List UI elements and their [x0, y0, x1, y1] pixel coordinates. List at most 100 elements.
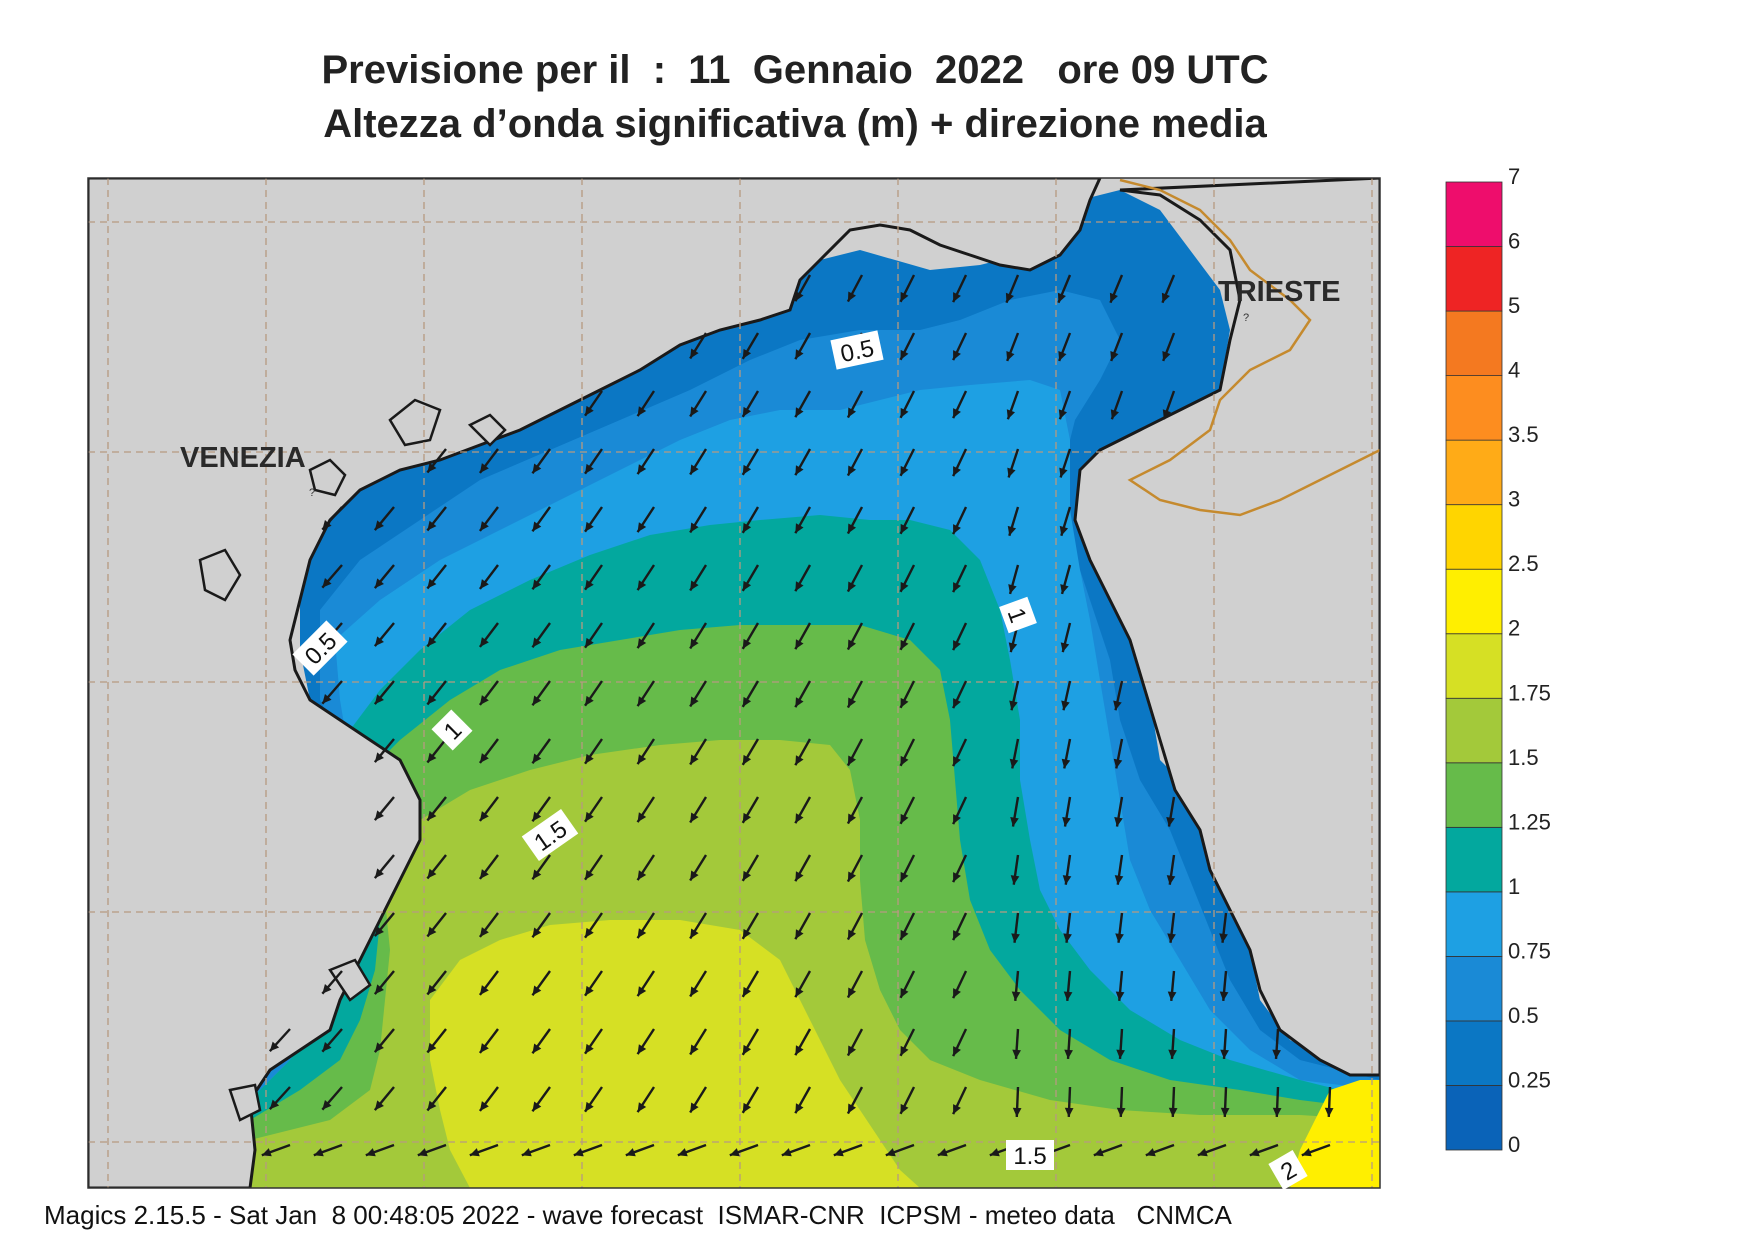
colorbar-tick-label: 0.75 — [1508, 938, 1551, 963]
wave-direction-arrowhead — [1010, 875, 1020, 885]
wave-direction-arrowhead — [795, 871, 804, 882]
wave-direction-arrowhead — [847, 987, 857, 998]
wave-direction-arrowhead — [1113, 758, 1123, 769]
colorbar-tick-label: 7 — [1508, 164, 1520, 189]
wave-direction-arrowhead — [953, 930, 961, 941]
wave-direction-arrowhead — [479, 637, 489, 647]
wave-direction-arrowhead — [1006, 351, 1015, 361]
wave-direction-arrowhead — [532, 637, 542, 648]
wave-direction-arrowhead — [1167, 933, 1176, 943]
wave-direction-arrowhead — [1008, 584, 1017, 594]
wave-direction-arrowhead — [261, 1148, 272, 1157]
map-area — [88, 178, 1380, 1188]
wave-direction-arrowhead — [427, 462, 437, 473]
wave-direction-arrowhead — [900, 465, 909, 476]
contour-label-text: 1.5 — [1013, 1143, 1046, 1170]
wave-direction-arrowhead — [637, 754, 647, 765]
wave-direction-arrowhead — [479, 869, 489, 879]
wave-direction-arrowhead — [417, 1148, 428, 1157]
wave-direction-arrowhead — [374, 984, 384, 995]
wave-direction-arrowhead — [795, 639, 804, 650]
wave-direction-arrowhead — [1197, 1148, 1208, 1157]
wave-direction-arrowhead — [953, 814, 961, 825]
wave-direction-arrowhead — [585, 637, 594, 648]
graticule — [88, 178, 1380, 1188]
wave-direction-arrowhead — [1007, 467, 1016, 478]
wave-direction-arrowhead — [374, 926, 384, 937]
national-border — [1119, 178, 1380, 517]
wave-direction-arrowhead — [374, 810, 384, 821]
wave-direction-arrowhead — [1063, 933, 1072, 943]
wave-direction-arrowhead — [427, 868, 437, 879]
contour-label: 1 — [431, 709, 473, 751]
wave-direction-arrowhead — [1059, 467, 1068, 478]
wave-direction-arrowhead — [532, 463, 542, 474]
wave-direction-arrowhead — [585, 811, 594, 822]
colorbar-tick-label: 6 — [1508, 229, 1520, 254]
wave-direction-arrowhead — [521, 1148, 532, 1157]
colorbar-swatch — [1445, 697, 1503, 764]
wave-direction-arrowhead — [953, 1046, 961, 1057]
wave-direction-arrowhead — [1006, 409, 1016, 420]
wave-direction-arrowhead — [532, 985, 542, 996]
wave-direction-arrowhead — [690, 754, 699, 765]
colorbar-tick-label: 2 — [1508, 616, 1520, 641]
wave-direction-arrowhead — [374, 636, 384, 647]
wave-direction-arrowhead — [532, 811, 542, 822]
colorbar-tick-label: 1.5 — [1508, 745, 1539, 770]
colorbar-tick-label: 0.5 — [1508, 1003, 1539, 1028]
wave-direction-arrowhead — [479, 1101, 489, 1111]
wave-direction-arrowhead — [637, 1102, 647, 1113]
wave-direction-arrowhead — [637, 406, 647, 417]
wave-direction-arrowhead — [637, 580, 647, 591]
wave-direction-arrowhead — [900, 349, 909, 360]
wave-direction-arrowhead — [742, 928, 752, 939]
wave-direction-arrowhead — [742, 986, 752, 997]
wave-direction-arrowhead — [1167, 991, 1177, 1001]
wave-direction-arrowhead — [374, 578, 384, 589]
wave-direction-arrowhead — [742, 812, 752, 823]
wave-direction-arrowhead — [269, 1041, 280, 1052]
wave-direction-arrowhead — [374, 520, 384, 531]
wave-direction-arrowhead — [742, 522, 752, 533]
wave-direction-arrowhead — [532, 579, 542, 590]
wave-direction-arrowhead — [690, 464, 699, 475]
wave-direction-arrowhead — [1162, 409, 1172, 420]
wave-direction-arrowhead — [1114, 816, 1123, 827]
wave-direction-arrowhead — [269, 1099, 280, 1110]
wave-direction-arrowhead — [322, 694, 332, 704]
wave-direction-arrowhead — [1009, 700, 1018, 711]
colorbar-tick-label: 0 — [1508, 1132, 1520, 1157]
wave-direction-arrowhead — [1166, 816, 1175, 827]
wave-direction-arrowhead — [1012, 1107, 1022, 1117]
wave-direction-arrowhead — [585, 463, 594, 474]
wave-direction-arrowhead — [479, 695, 489, 705]
wave-direction-arrowhead — [847, 1045, 857, 1056]
wave-direction-arrowhead — [677, 1148, 688, 1157]
wave-direction-arrowhead — [1062, 816, 1071, 827]
wave-direction-arrowhead — [532, 1043, 542, 1054]
colorbar-tick-label: 4 — [1508, 358, 1520, 383]
wave-direction-arrowhead — [795, 465, 804, 476]
wave-direction-arrowhead — [690, 348, 699, 359]
wave-direction-arrowhead — [1110, 409, 1120, 420]
wave-direction-arrowhead — [427, 926, 437, 937]
colorbar-swatch — [1445, 956, 1503, 1022]
wave-direction-arrowhead — [953, 756, 961, 767]
wave-direction-arrowhead — [742, 464, 752, 475]
colorbar-swatch — [1445, 633, 1503, 699]
wave-direction-arrowhead — [1249, 1148, 1260, 1157]
wave-direction-arrowhead — [742, 870, 752, 881]
wave-direction-arrowhead — [532, 753, 542, 764]
map-frame — [87, 177, 1381, 1189]
wave-direction-arrowhead — [637, 1044, 647, 1055]
wave-direction-arrowhead — [625, 1148, 636, 1157]
colorbar-tick-label: 2.5 — [1508, 551, 1539, 576]
wave-direction-arrowhead — [795, 523, 804, 534]
wave-direction-arrowhead — [1011, 933, 1020, 943]
wave-direction-arrowhead — [690, 580, 699, 591]
wave-direction-arrowhead — [742, 696, 752, 707]
wave-direction-arrowhead — [781, 1148, 792, 1157]
wave-direction-arrowhead — [1219, 933, 1228, 943]
